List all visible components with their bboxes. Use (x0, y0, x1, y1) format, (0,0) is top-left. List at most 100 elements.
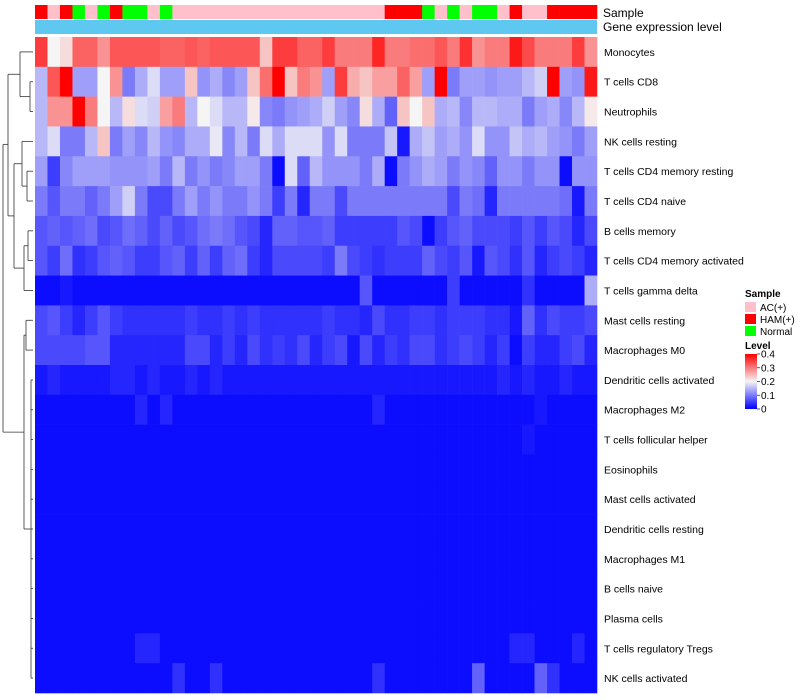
heatmap-cell (572, 424, 585, 455)
heatmap-cell (97, 454, 111, 485)
heatmap-cell (434, 66, 448, 97)
heatmap-cell (522, 573, 535, 604)
heatmap-cell (422, 573, 435, 604)
row-label: T cells regulatory Tregs (604, 643, 713, 655)
heatmap-cell (122, 37, 136, 68)
heatmap-cell (522, 305, 535, 336)
heatmap-cell (309, 156, 323, 187)
heatmap-cell (97, 603, 111, 634)
heatmap-cell (384, 96, 398, 127)
heatmap-cell (559, 573, 573, 604)
heatmap-cell (547, 96, 560, 127)
heatmap-cell (297, 37, 311, 68)
heatmap-cell (497, 96, 510, 127)
heatmap-cell (409, 484, 423, 515)
heatmap-cell (472, 365, 485, 396)
heatmap-cell (584, 335, 598, 366)
heatmap-cell (222, 96, 236, 127)
heatmap-cell (222, 573, 236, 604)
heatmap-cell (284, 66, 298, 97)
heatmap-cell (422, 37, 435, 68)
heatmap-cell (209, 543, 223, 575)
heatmap-cell (534, 156, 548, 187)
heatmap-cell (247, 186, 261, 217)
heatmap-cell (509, 573, 523, 604)
row-label: T cells gamma delta (604, 285, 698, 297)
heatmap-cell (547, 186, 560, 217)
row-label: T cells CD4 memory activated (604, 256, 744, 268)
heatmap-cell (272, 66, 286, 97)
heatmap-cell (309, 633, 323, 664)
heatmap-cell (72, 96, 86, 127)
heatmap-cell (109, 365, 123, 396)
heatmap-cell (284, 543, 298, 575)
heatmap-cell (35, 215, 48, 247)
heatmap-cell (397, 484, 410, 515)
heatmap-cell (47, 454, 61, 485)
heatmap-cell (484, 543, 498, 575)
heatmap-cell (447, 335, 460, 366)
heatmap-cell (522, 245, 535, 276)
heatmap-cell (372, 96, 385, 127)
heatmap-cell (422, 365, 435, 396)
heatmap-cell (322, 663, 336, 694)
heatmap-cell (197, 275, 211, 306)
heatmap-cell (409, 126, 423, 157)
heatmap-cell (297, 424, 311, 455)
heatmap-cell (297, 156, 311, 187)
heatmap-cell (397, 663, 410, 694)
heatmap-cell (84, 514, 98, 545)
legend-level-title: Level (745, 341, 771, 352)
heatmap-cell (522, 514, 535, 545)
heatmap-cell (172, 215, 186, 247)
heatmap-cell (209, 603, 223, 634)
heatmap-cell (59, 454, 73, 485)
heatmap-cell (72, 633, 86, 664)
heatmap-cell (259, 275, 273, 306)
heatmap-cell (109, 126, 123, 157)
heatmap-cell (272, 633, 286, 664)
heatmap-cell (347, 633, 361, 664)
heatmap-cell (72, 186, 86, 217)
heatmap-cell (272, 514, 286, 545)
heatmap-cell (384, 543, 398, 575)
heatmap-cell (109, 484, 123, 515)
heatmap-cell (447, 365, 460, 396)
heatmap-cell (559, 156, 573, 187)
heatmap-cell (359, 484, 373, 515)
heatmap-cell (334, 573, 348, 604)
heatmap-cell (434, 186, 448, 217)
heatmap-cell (359, 275, 373, 306)
heatmap-cell (484, 424, 498, 455)
heatmap-cell (84, 245, 98, 276)
heatmap-cell (184, 454, 198, 485)
heatmap-cell (347, 603, 361, 634)
heatmap-cell (584, 663, 598, 694)
heatmap-cell (459, 305, 473, 336)
heatmap-cell (109, 543, 123, 575)
heatmap-cell (222, 126, 236, 157)
heatmap-cell (272, 394, 286, 425)
heatmap-cell (309, 514, 323, 545)
heatmap-cell (509, 394, 523, 425)
heatmap-cell (259, 454, 273, 485)
heatmap-cell (84, 484, 98, 515)
heatmap-cell (122, 543, 136, 575)
heatmap-cell (372, 394, 385, 425)
heatmap-cell (284, 126, 298, 157)
heatmap-cell (197, 156, 211, 187)
heatmap-cell (297, 126, 311, 157)
heatmap-cell (84, 424, 98, 455)
heatmap-cell (284, 156, 298, 187)
sample-annotation-cell (359, 5, 373, 19)
heatmap-cell (84, 186, 98, 217)
heatmap-cell (309, 275, 323, 306)
heatmap-cell (109, 335, 123, 366)
heatmap-cell (259, 633, 273, 664)
heatmap-cell (384, 365, 398, 396)
heatmap-cell (184, 126, 198, 157)
heatmap-cell (409, 454, 423, 485)
heatmap-cell (259, 215, 273, 247)
heatmap-cell (234, 543, 248, 575)
heatmap-cell (534, 335, 548, 366)
